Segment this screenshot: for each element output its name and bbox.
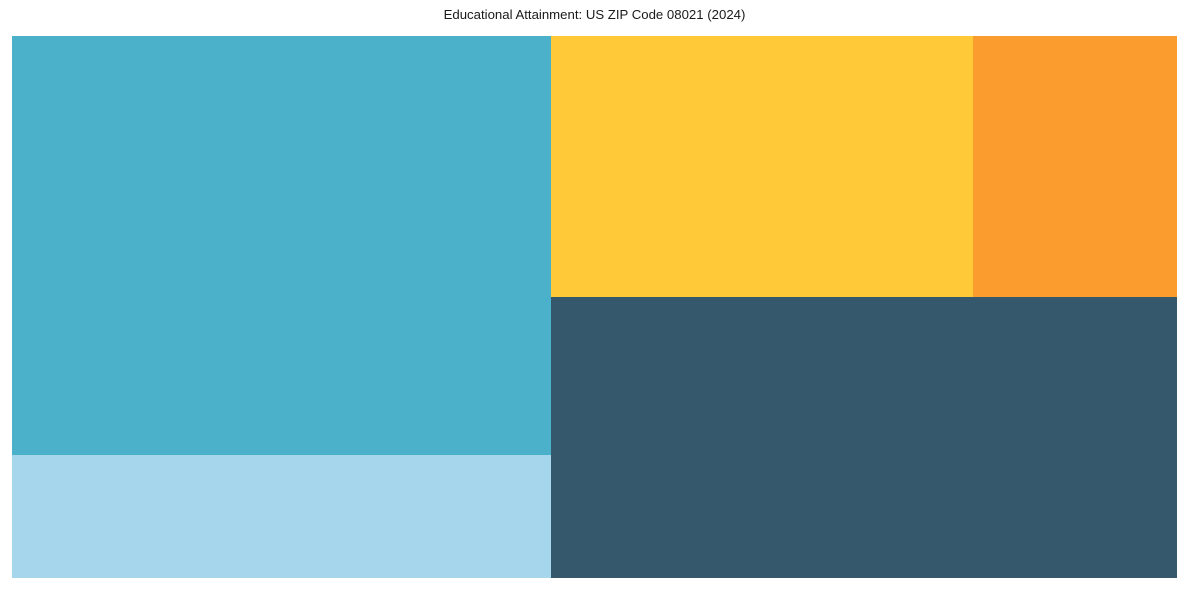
treemap-tile-5[interactable] — [973, 36, 1177, 297]
chart-title: Educational Attainment: US ZIP Code 0802… — [443, 7, 746, 22]
treemap-tile-4[interactable] — [12, 455, 551, 578]
treemap-plot-area — [12, 36, 1177, 578]
treemap-tile-2[interactable] — [551, 297, 1177, 578]
treemap-tile-3[interactable] — [551, 36, 973, 297]
treemap-tile-1[interactable] — [12, 36, 551, 455]
